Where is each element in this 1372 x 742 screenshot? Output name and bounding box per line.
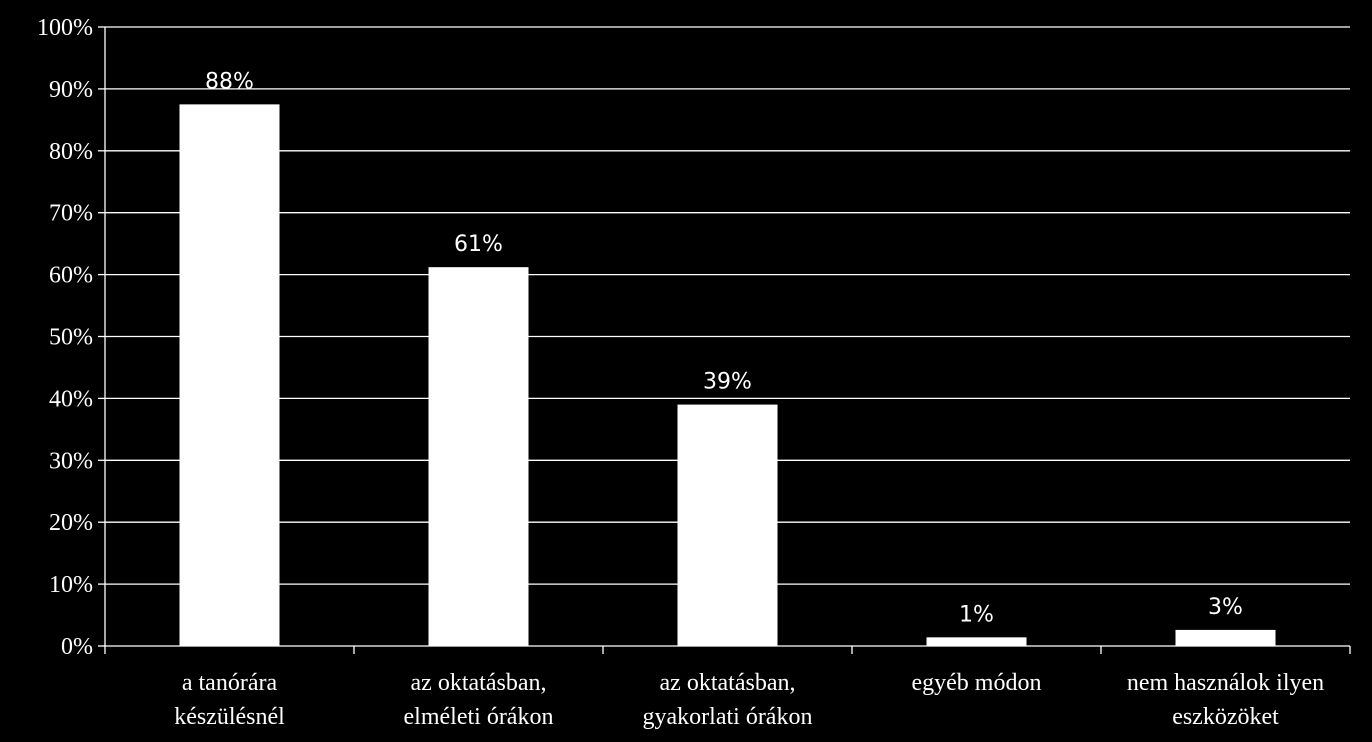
bar-value-label: 61% xyxy=(454,232,503,257)
x-axis-category-labels: a tanórára készülésnél az oktatásban, elmél… xyxy=(174,670,1324,730)
y-tick-label: 70% xyxy=(49,201,93,227)
x-category-label: elméleti órákon xyxy=(404,704,554,730)
bar xyxy=(428,267,529,646)
y-axis-tick-labels: 0% 10% 20% 30% 40% 50% 60% 70% 80% 90% 100% xyxy=(37,15,93,660)
y-tick-label: 40% xyxy=(49,386,93,412)
bar xyxy=(677,404,778,646)
bars xyxy=(179,104,1276,646)
y-tick-label: 20% xyxy=(49,510,93,536)
x-category-label: az oktatásban, xyxy=(660,670,796,696)
x-category-label: nem használok ilyen xyxy=(1127,670,1324,696)
x-category-label: gyakorlati órákon xyxy=(643,704,813,730)
bar-value-label: 88% xyxy=(205,69,254,94)
bar xyxy=(179,104,280,646)
x-category-label: az oktatásban, xyxy=(411,670,547,696)
y-tick-label: 90% xyxy=(49,77,93,103)
y-tick-label: 100% xyxy=(37,15,93,41)
y-tick-label: 50% xyxy=(49,325,93,351)
data-labels: 88% 61% 39% 1% 3% xyxy=(205,69,1243,627)
y-tick-label: 30% xyxy=(49,448,93,474)
bar-value-label: 3% xyxy=(1208,595,1243,620)
y-tick-label: 10% xyxy=(49,572,93,598)
gridlines xyxy=(105,26,1350,585)
y-tick-label: 60% xyxy=(49,263,93,289)
y-tick-label: 80% xyxy=(49,139,93,165)
bar xyxy=(926,637,1027,646)
bar xyxy=(1175,629,1276,646)
bar-value-label: 39% xyxy=(703,370,752,395)
bar-value-label: 1% xyxy=(959,602,994,627)
x-category-label: a tanórára xyxy=(182,670,278,696)
x-category-label: egyéb módon xyxy=(912,670,1042,696)
x-category-label: készülésnél xyxy=(174,704,285,730)
y-tick-label: 0% xyxy=(61,634,93,660)
x-category-label: eszközöket xyxy=(1172,704,1279,730)
